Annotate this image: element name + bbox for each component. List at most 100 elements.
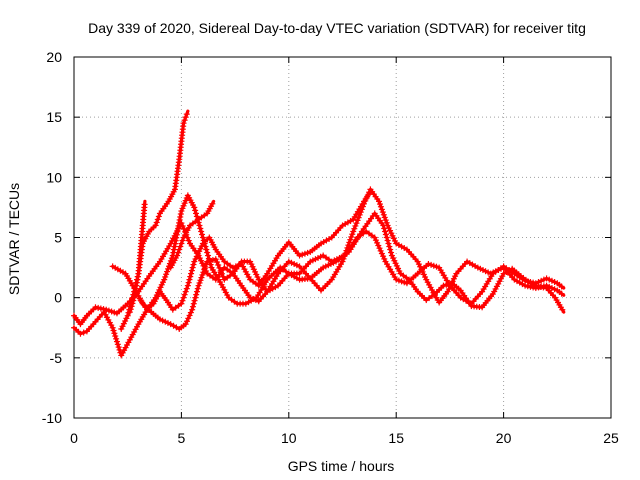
data-point-marker [193, 291, 200, 298]
data-point-marker [204, 258, 211, 265]
data-point-marker [540, 276, 547, 283]
data-point-marker [120, 320, 127, 327]
data-point-marker [191, 297, 198, 304]
x-tick-label: 0 [70, 430, 78, 446]
data-point-marker [288, 259, 295, 266]
data-point-marker [353, 220, 360, 227]
data-point-marker [365, 191, 372, 198]
data-point-marker [127, 306, 134, 313]
data-point-marker [95, 304, 102, 311]
data-point-marker [187, 273, 194, 280]
data-point-marker [532, 280, 539, 287]
data-point-marker [204, 249, 211, 256]
data-point-marker [182, 114, 189, 121]
data-point-marker [110, 327, 117, 334]
data-point-marker [376, 201, 383, 208]
data-point-marker [105, 307, 112, 314]
chart-title: Day 339 of 2020, Sidereal Day-to-day VTE… [88, 20, 586, 36]
data-point-marker [229, 264, 236, 271]
data-point-marker [177, 243, 184, 250]
data-point-marker [201, 266, 208, 273]
data-point-marker [382, 231, 389, 238]
data-point-marker [377, 203, 384, 210]
data-point-marker [180, 225, 187, 232]
data-point-marker [380, 253, 387, 260]
data-point-marker [175, 249, 182, 256]
data-point-marker [186, 276, 193, 283]
data-point-marker [199, 234, 206, 241]
data-point-marker [209, 200, 216, 207]
data-point-marker [192, 294, 199, 301]
data-point-marker [77, 330, 84, 337]
data-point-marker [202, 263, 209, 270]
data-point-marker [123, 315, 130, 322]
data-point-marker [291, 260, 298, 267]
data-point-marker [540, 284, 547, 291]
series-track-4 [137, 190, 373, 313]
data-point-marker [381, 214, 388, 221]
data-point-marker [380, 222, 387, 229]
data-point-marker [374, 239, 381, 246]
data-point-marker [92, 304, 99, 311]
data-point-marker [182, 288, 189, 295]
data-point-marker [205, 252, 212, 259]
data-point-marker [191, 204, 198, 211]
data-point-marker [174, 252, 181, 259]
data-point-marker [537, 283, 544, 290]
data-point-marker [235, 262, 242, 269]
data-point-marker [193, 210, 200, 217]
data-point-marker [548, 277, 555, 284]
data-point-marker [383, 219, 390, 226]
data-point-marker [162, 273, 169, 280]
data-point-marker [178, 240, 185, 247]
data-point-marker [232, 263, 239, 270]
series-track-3 [109, 228, 566, 332]
data-point-marker [197, 277, 204, 284]
data-point-marker [122, 318, 129, 325]
data-point-marker [108, 308, 115, 315]
data-series [71, 109, 566, 359]
data-point-marker [352, 222, 359, 229]
data-point-marker [527, 279, 534, 286]
data-point-marker [156, 316, 163, 323]
data-point-marker [193, 213, 200, 220]
data-point-marker [126, 309, 133, 316]
y-tick-label: -5 [50, 350, 63, 366]
data-point-marker [178, 208, 185, 215]
data-point-marker [371, 234, 378, 241]
data-point-marker [190, 261, 197, 268]
y-tick-label: 20 [46, 49, 62, 65]
data-point-marker [185, 315, 192, 322]
data-point-marker [348, 233, 355, 240]
data-point-marker [196, 279, 203, 286]
data-point-marker [130, 297, 137, 304]
data-point-marker [378, 250, 385, 257]
data-point-marker [203, 246, 210, 253]
data-point-marker [559, 306, 566, 313]
data-point-marker [111, 330, 118, 337]
data-point-marker [558, 290, 565, 297]
data-point-marker [198, 274, 205, 281]
data-point-marker [112, 333, 119, 340]
data-point-marker [183, 285, 190, 292]
data-point-marker [388, 249, 395, 256]
data-point-marker [180, 120, 187, 127]
data-point-marker [199, 231, 206, 238]
data-point-marker [80, 329, 87, 336]
data-point-marker [218, 270, 225, 277]
data-point-marker [109, 324, 116, 331]
data-point-marker [380, 211, 387, 218]
data-point-marker [296, 252, 303, 259]
data-point-marker [180, 294, 187, 301]
data-point-marker [440, 282, 447, 289]
data-point-marker [387, 246, 394, 253]
axis-ticks: 0 5 10 15 20 25 -10 -5 0 5 10 15 20 [42, 49, 619, 446]
data-point-marker [375, 242, 382, 249]
data-point-marker [128, 303, 135, 310]
data-point-marker [114, 341, 121, 348]
data-point-marker [141, 201, 148, 208]
series-spike-2 [126, 199, 148, 316]
data-point-marker [433, 263, 440, 270]
data-point-marker [304, 249, 311, 256]
data-point-marker [189, 303, 196, 310]
